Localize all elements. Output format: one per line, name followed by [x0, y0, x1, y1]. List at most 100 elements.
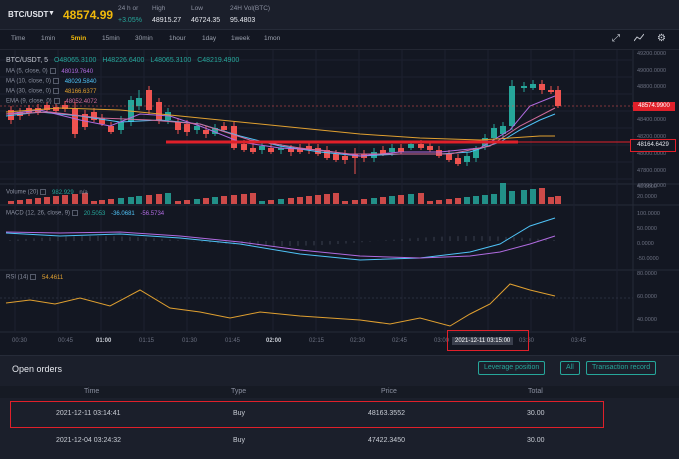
visibility-toggle[interactable]: [53, 88, 60, 94]
price-chart[interactable]: BTC/USDT, 5 O48065.3100 H48226.6400 L480…: [0, 50, 679, 351]
indicator-icon[interactable]: [633, 33, 645, 46]
tab-1week[interactable]: 1week: [231, 35, 250, 42]
legend-ma10: MA (10, close, 0) 48029.5840: [6, 78, 97, 85]
tab-15min[interactable]: 15min: [102, 35, 120, 42]
ticker-bar: BTC/USDT ▼ 48574.99 24 h or +3.05% High …: [0, 0, 679, 30]
tab-30min[interactable]: 30min: [135, 35, 153, 42]
table-row[interactable]: 2021-12-11 03:14:41 Buy 48163.3552 30.00: [0, 404, 679, 424]
time-tick: 03:00: [434, 338, 450, 344]
visibility-toggle[interactable]: [53, 98, 60, 104]
candle-body: [175, 122, 181, 130]
volume-bar: [398, 195, 404, 204]
candle-body: [231, 126, 237, 148]
candle-body: [108, 126, 114, 132]
price-tick: 48200.0000: [637, 134, 667, 140]
fullscreen-icon[interactable]: ⤢: [612, 33, 620, 44]
cell-type: Buy: [233, 410, 246, 417]
volume-bar: [455, 198, 461, 204]
ma30-line: [5, 107, 555, 141]
candle-body: [72, 108, 78, 134]
volume-bar: [297, 197, 303, 204]
price-tick: 49000.0000: [637, 68, 667, 74]
time-tick: 01:45: [225, 338, 241, 344]
macd-tick: 0.0000: [637, 241, 654, 247]
tab-time[interactable]: Time: [11, 35, 26, 42]
volume-bar: [324, 194, 330, 204]
visibility-toggle[interactable]: [49, 68, 56, 74]
macd-signal-line: [5, 231, 556, 259]
price-tick: 49200.0000: [637, 51, 667, 57]
tab-1hour[interactable]: 1hour: [169, 35, 186, 42]
volume-bar: [482, 195, 488, 204]
price-tick: 48800.0000: [637, 84, 667, 90]
pair-selector[interactable]: BTC/USDT: [8, 10, 49, 19]
candle-body: [278, 148, 284, 150]
volume-bar: [288, 198, 294, 204]
volume-bar: [231, 195, 237, 204]
volume-bar: [500, 183, 506, 204]
volume-bar: [136, 196, 142, 204]
candle-body: [455, 158, 461, 164]
time-tick: 03:45: [571, 338, 587, 344]
high-label: High: [152, 5, 166, 12]
volume-bar: [408, 194, 414, 204]
volume-bar: [427, 201, 433, 204]
chart-canvas[interactable]: [0, 50, 679, 350]
volume-bar: [306, 196, 312, 204]
candle-body: [306, 146, 312, 150]
macd-legend: MACD (12, 26, close, 9) 20.5053 -36.0681…: [6, 210, 165, 217]
candle-body: [446, 154, 452, 160]
crosshair-time-label: 2021-12-11 03:15:00: [452, 337, 514, 345]
volume-tick: 40.0000: [637, 184, 657, 190]
volume-bar: [91, 201, 97, 204]
time-tick: 02:00: [266, 338, 282, 344]
time-tick: 00:30: [12, 338, 28, 344]
candle-body: [333, 154, 339, 160]
tab-5min[interactable]: 5min: [71, 35, 87, 42]
time-tick: 00:45: [58, 338, 74, 344]
all-button[interactable]: All: [560, 361, 580, 375]
cell-time: 2021-12-04 03:24:32: [56, 437, 121, 444]
volume-bar: [315, 195, 321, 204]
volume-bar: [521, 190, 527, 204]
time-tick: 01:00: [96, 338, 112, 344]
candle-body: [288, 148, 294, 152]
visibility-toggle[interactable]: [40, 189, 47, 195]
table-row[interactable]: 2021-12-04 03:24:32 Buy 47422.3450 30.00: [0, 431, 679, 451]
candle-body: [212, 128, 218, 134]
volume-bar: [530, 189, 536, 204]
cell-total: 30.00: [527, 410, 545, 417]
candle-body: [259, 146, 265, 150]
volume-bar: [203, 198, 209, 204]
orders-title: Open orders: [12, 364, 63, 374]
volume-bar: [259, 201, 265, 204]
volume-bar: [175, 201, 181, 204]
candle-body: [146, 90, 152, 110]
tab-1mon[interactable]: 1mon: [264, 35, 281, 42]
volume-bar: [268, 200, 274, 204]
rsi-tick: 60.0000: [637, 294, 657, 300]
vol-label: 24H Vol(BTC): [230, 5, 271, 12]
volume-bar: [221, 196, 227, 204]
volume-bar: [548, 197, 554, 204]
leverage-position-button[interactable]: Leverage position: [478, 361, 546, 375]
candle-body: [241, 144, 247, 150]
volume-bar: [8, 201, 14, 204]
volume-bar: [446, 199, 452, 204]
gear-icon[interactable]: ⚙: [657, 33, 666, 44]
volume-bar: [473, 196, 479, 204]
ohlc-close: C48219.4900: [197, 57, 240, 64]
volume-bar: [108, 199, 114, 204]
volume-bar: [72, 194, 78, 204]
volume-bar: [241, 194, 247, 204]
tab-1min[interactable]: 1min: [41, 35, 56, 42]
visibility-toggle[interactable]: [53, 78, 60, 84]
volume-bar: [35, 198, 41, 204]
transaction-record-button[interactable]: Transaction record: [586, 361, 657, 375]
visibility-toggle[interactable]: [72, 210, 79, 216]
chevron-down-icon[interactable]: ▼: [48, 10, 55, 17]
tab-1day[interactable]: 1day: [202, 35, 217, 42]
volume-bar: [436, 200, 442, 204]
visibility-toggle[interactable]: [30, 274, 37, 280]
legend-ema9: EMA (9, close, 0) 48052.4072: [6, 98, 98, 105]
